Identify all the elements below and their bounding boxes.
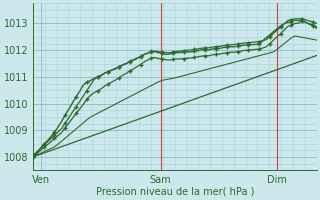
- X-axis label: Pression niveau de la mer( hPa ): Pression niveau de la mer( hPa ): [96, 187, 254, 197]
